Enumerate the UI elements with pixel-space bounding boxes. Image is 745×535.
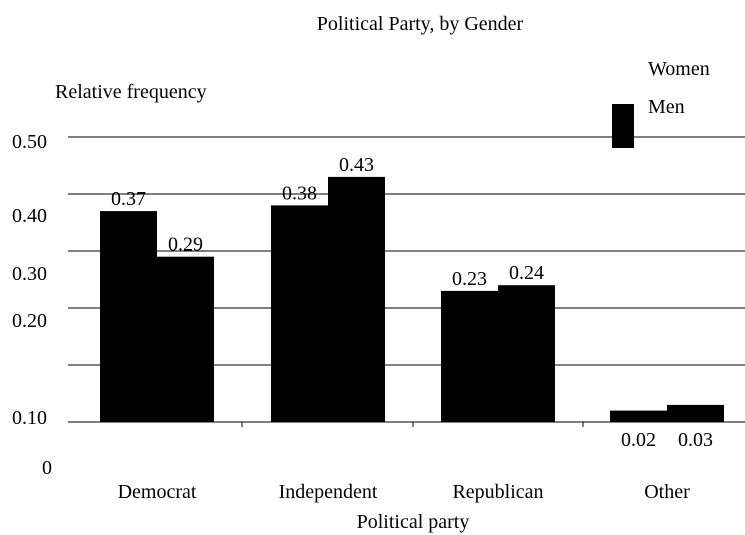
data-label: 0.23	[452, 268, 487, 290]
legend-label-women: Women	[648, 58, 710, 80]
y-tick-label: 0.20	[12, 310, 47, 332]
data-label: 0.03	[678, 429, 713, 451]
y-axis-label: Relative frequency	[55, 81, 207, 103]
bar-men-democrat	[157, 256, 214, 422]
bar-women-democrat	[100, 211, 157, 422]
legend-swatch	[612, 104, 634, 148]
bar-women-independent	[271, 205, 328, 422]
x-tick-label: Republican	[452, 481, 543, 503]
bar-men-republican	[498, 285, 555, 422]
data-label: 0.37	[111, 188, 146, 210]
y-tick-labels: 0 0.10 0.20 0.30 0.40 0.50	[12, 131, 52, 479]
y-tick-label: 0.30	[12, 263, 47, 285]
data-labels: 0.37 0.29 0.38 0.43 0.23 0.24 0.02 0.03	[111, 154, 713, 451]
x-axis-label: Political party	[357, 511, 470, 533]
bar-men-independent	[328, 176, 385, 422]
bar-men-other	[667, 404, 724, 422]
legend: Women Men	[612, 58, 710, 148]
x-tick-labels: Democrat Independent Republican Other	[118, 481, 691, 503]
x-tick-label: Other	[644, 481, 690, 503]
data-label: 0.29	[168, 234, 203, 256]
y-tick-label: 0.10	[12, 407, 47, 429]
bar-women-other	[610, 410, 667, 422]
legend-label-men: Men	[648, 96, 685, 118]
data-label: 0.38	[282, 182, 317, 204]
y-tick-label: 0	[42, 457, 52, 479]
data-label: 0.43	[339, 154, 374, 176]
y-tick-label: 0.40	[12, 205, 47, 227]
chart-title: Political Party, by Gender	[317, 13, 524, 35]
bar-women-republican	[441, 290, 498, 422]
data-label: 0.02	[621, 429, 656, 451]
x-tick-label: Independent	[279, 481, 378, 503]
bars	[100, 176, 724, 422]
x-tick-label: Democrat	[118, 481, 197, 503]
data-label: 0.24	[509, 262, 544, 284]
y-tick-label: 0.50	[12, 131, 47, 153]
